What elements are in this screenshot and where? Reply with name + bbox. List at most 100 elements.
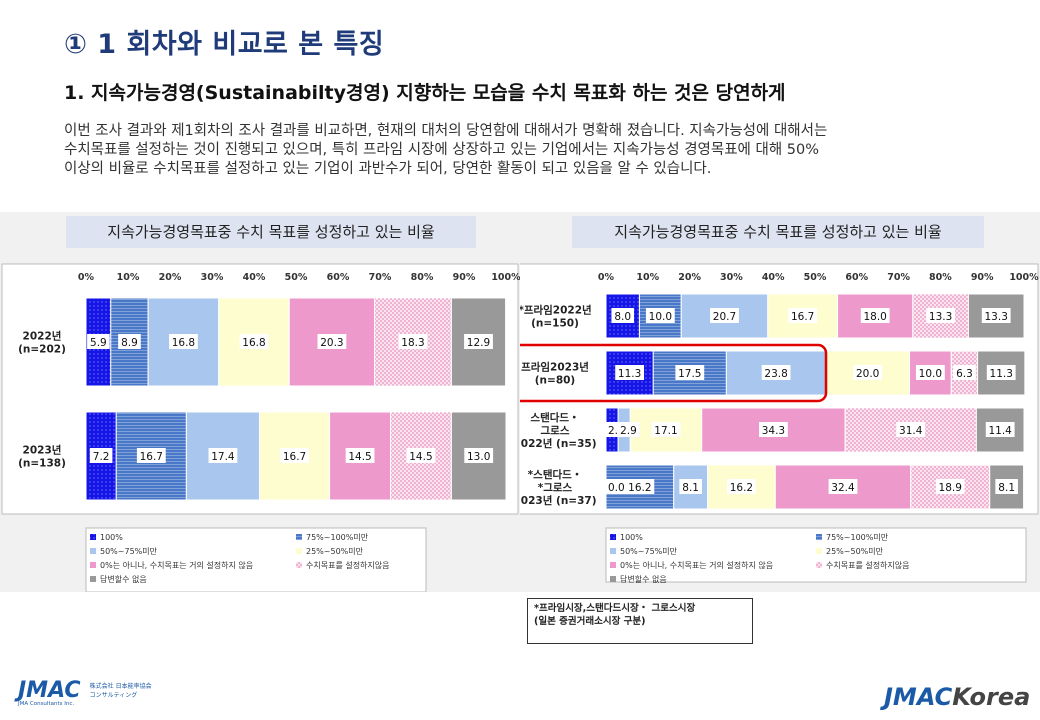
highlight-outline [520, 343, 828, 403]
data-label: 32.4 [831, 482, 855, 494]
legend-label: 50%~75%미만 [100, 547, 158, 556]
data-label: 8.1 [998, 482, 1015, 494]
data-label: 13.0 [467, 451, 490, 463]
data-label-bg [208, 448, 238, 463]
chart-title: 지속가능경영목표중 수치 목표를 성정하고 있는 비율 [614, 223, 941, 241]
chart-left-svg: 지속가능경영목표중 수치 목표를 성정하고 있는 비율 0% 10% 20% 30% 40… [1, 216, 520, 592]
data-label-bg [759, 422, 788, 437]
legend-label: 0%는 아니나, 수치목표는 거의 설정하지 않음 [100, 560, 253, 570]
legend-box [85, 527, 427, 592]
data-label-bg [675, 365, 705, 380]
body-line: 이상의 비율로 수치목표를 설정하고 있는 기업이 과반수가 되어, 당연한 활… [64, 161, 712, 177]
category-label-bg [4, 439, 80, 473]
data-label-bg [615, 365, 645, 380]
data-label: 16.8 [242, 337, 265, 349]
data-label-bg [605, 479, 628, 494]
data-label: 13.3 [929, 311, 952, 323]
data-label: 10.0 [919, 368, 942, 380]
data-label: 8.1 [682, 482, 699, 494]
data-label-bg [617, 422, 640, 437]
data-label-bg [727, 479, 756, 494]
category-label: 프라임2023년 [521, 361, 589, 374]
jmac-logo: JMAC 株式会社 日本能率協会 コンサルティング JMA Consultant… [18, 678, 152, 707]
chart-title-box [66, 216, 476, 248]
category-label: 그로스 [541, 425, 570, 437]
data-label-bg [710, 308, 739, 323]
chart-left: 지속가능경영목표중 수치 목표를 성정하고 있는 비율 0% 10% 20% 30% 40… [0, 212, 520, 592]
body-line: 이번 조사 결과와 제1회차의 조사 결과를 비교하면, 현재의 대처의 당연함… [64, 123, 828, 139]
legend-label: 100% [100, 533, 123, 542]
legend-label: 25%~50%미만 [306, 547, 364, 556]
x-tick-label: 60% [845, 272, 868, 283]
data-label-bg [651, 422, 681, 437]
data-label-bg [317, 334, 347, 349]
x-tick-label: 20% [678, 272, 701, 283]
data-label: 2.9 [620, 425, 637, 437]
x-tick-label: 40% [243, 272, 266, 283]
data-label-bg [398, 334, 428, 349]
data-label-bg [860, 308, 890, 323]
data-label-bg [87, 334, 110, 349]
legend-label: 75%~100%미만 [306, 533, 369, 542]
data-label: 6.3 [956, 368, 973, 380]
data-label: 14.5 [409, 451, 432, 463]
legend-swatch [816, 562, 822, 568]
jmac-logo-english: JMA Consultants Inc. [18, 701, 75, 707]
x-tick-label: 100% [1009, 272, 1039, 283]
data-label-bg [239, 334, 269, 349]
data-label-bg [118, 334, 141, 349]
data-label: 16.7 [791, 311, 814, 323]
chart-right: 지속가능경영목표중 수치 목표를 성정하고 있는 비율 0% 10% 20% 30% 40… [520, 212, 1040, 592]
data-label: 8.0 [614, 311, 631, 323]
x-tick-label: 60% [327, 272, 350, 283]
data-label-bg [986, 365, 1016, 380]
bar-segment [725, 350, 827, 396]
legend-label: 수치목표를 설정하지않음 [826, 560, 910, 570]
data-label: 17.5 [678, 368, 701, 380]
jmac-korea-logo-main: JMAC [884, 683, 953, 711]
data-label: 17.1 [654, 425, 677, 437]
category-label: *프라임2022년 [520, 304, 592, 317]
data-label-bg [406, 448, 436, 463]
x-tick-label: 50% [285, 272, 308, 283]
data-label: 0.0 [608, 482, 625, 494]
legend-swatch [610, 534, 616, 540]
jmac-logo-text: JMAC [18, 678, 81, 703]
data-label: 5.9 [90, 337, 107, 349]
data-label-bg [935, 479, 965, 494]
footnote-box: *프라임시장,스탠다드시장・ 그로스시장 (일본 증권거래소시장 구분) [527, 598, 753, 644]
category-label: *스탠다드・ [528, 468, 583, 481]
chart-title: 지속가능경영목표중 수치 목표를 성정하고 있는 비율 [107, 223, 434, 241]
body-line: 수치목표를 설정하는 것이 진행되고 있으며, 특히 프라임 시장에 상장하고 … [64, 142, 820, 158]
x-tick-label: 10% [117, 272, 140, 283]
x-tick-label: 30% [720, 272, 743, 283]
x-tick-label: 70% [369, 272, 392, 283]
x-tick-label: 80% [929, 272, 952, 283]
data-label-bg [788, 308, 818, 323]
data-label: 16.2 [628, 482, 651, 494]
data-label: 13.3 [985, 311, 1008, 323]
data-label-bg [761, 365, 791, 380]
data-label-bg [464, 448, 494, 463]
legend-label: 100% [620, 533, 643, 542]
x-tick-label: 0% [78, 272, 95, 283]
legend-label: 수치목표를 설정하지않음 [306, 560, 390, 570]
jmac-korea-logo-suffix: Korea [952, 683, 1031, 711]
chart-right-svg: 지속가능경영목표중 수치 목표를 성정하고 있는 비율 0% 10% 20% 30% 40… [520, 216, 1039, 584]
data-label: 17.4 [211, 451, 235, 463]
page-title: ① 1 회차와 비교로 본 특징 [64, 29, 385, 60]
data-label: 11.3 [618, 368, 641, 380]
data-label: 7.2 [93, 451, 110, 463]
legend-swatch [816, 548, 822, 554]
x-tick-label: 90% [453, 272, 476, 283]
data-label: 16.7 [283, 451, 306, 463]
data-label: 31.4 [899, 425, 923, 437]
data-label: 11.4 [988, 425, 1012, 437]
category-label: 2022년 [23, 330, 62, 343]
data-label-bg [89, 448, 113, 463]
legend-swatch [90, 548, 96, 554]
x-tick-label: 100% [491, 272, 520, 283]
data-label: 12.9 [467, 337, 490, 349]
x-tick-label: 70% [887, 272, 910, 283]
body-text: 이번 조사 결과와 제1회차의 조사 결과를 비교하면, 현재의 대처의 당연함… [64, 122, 984, 179]
